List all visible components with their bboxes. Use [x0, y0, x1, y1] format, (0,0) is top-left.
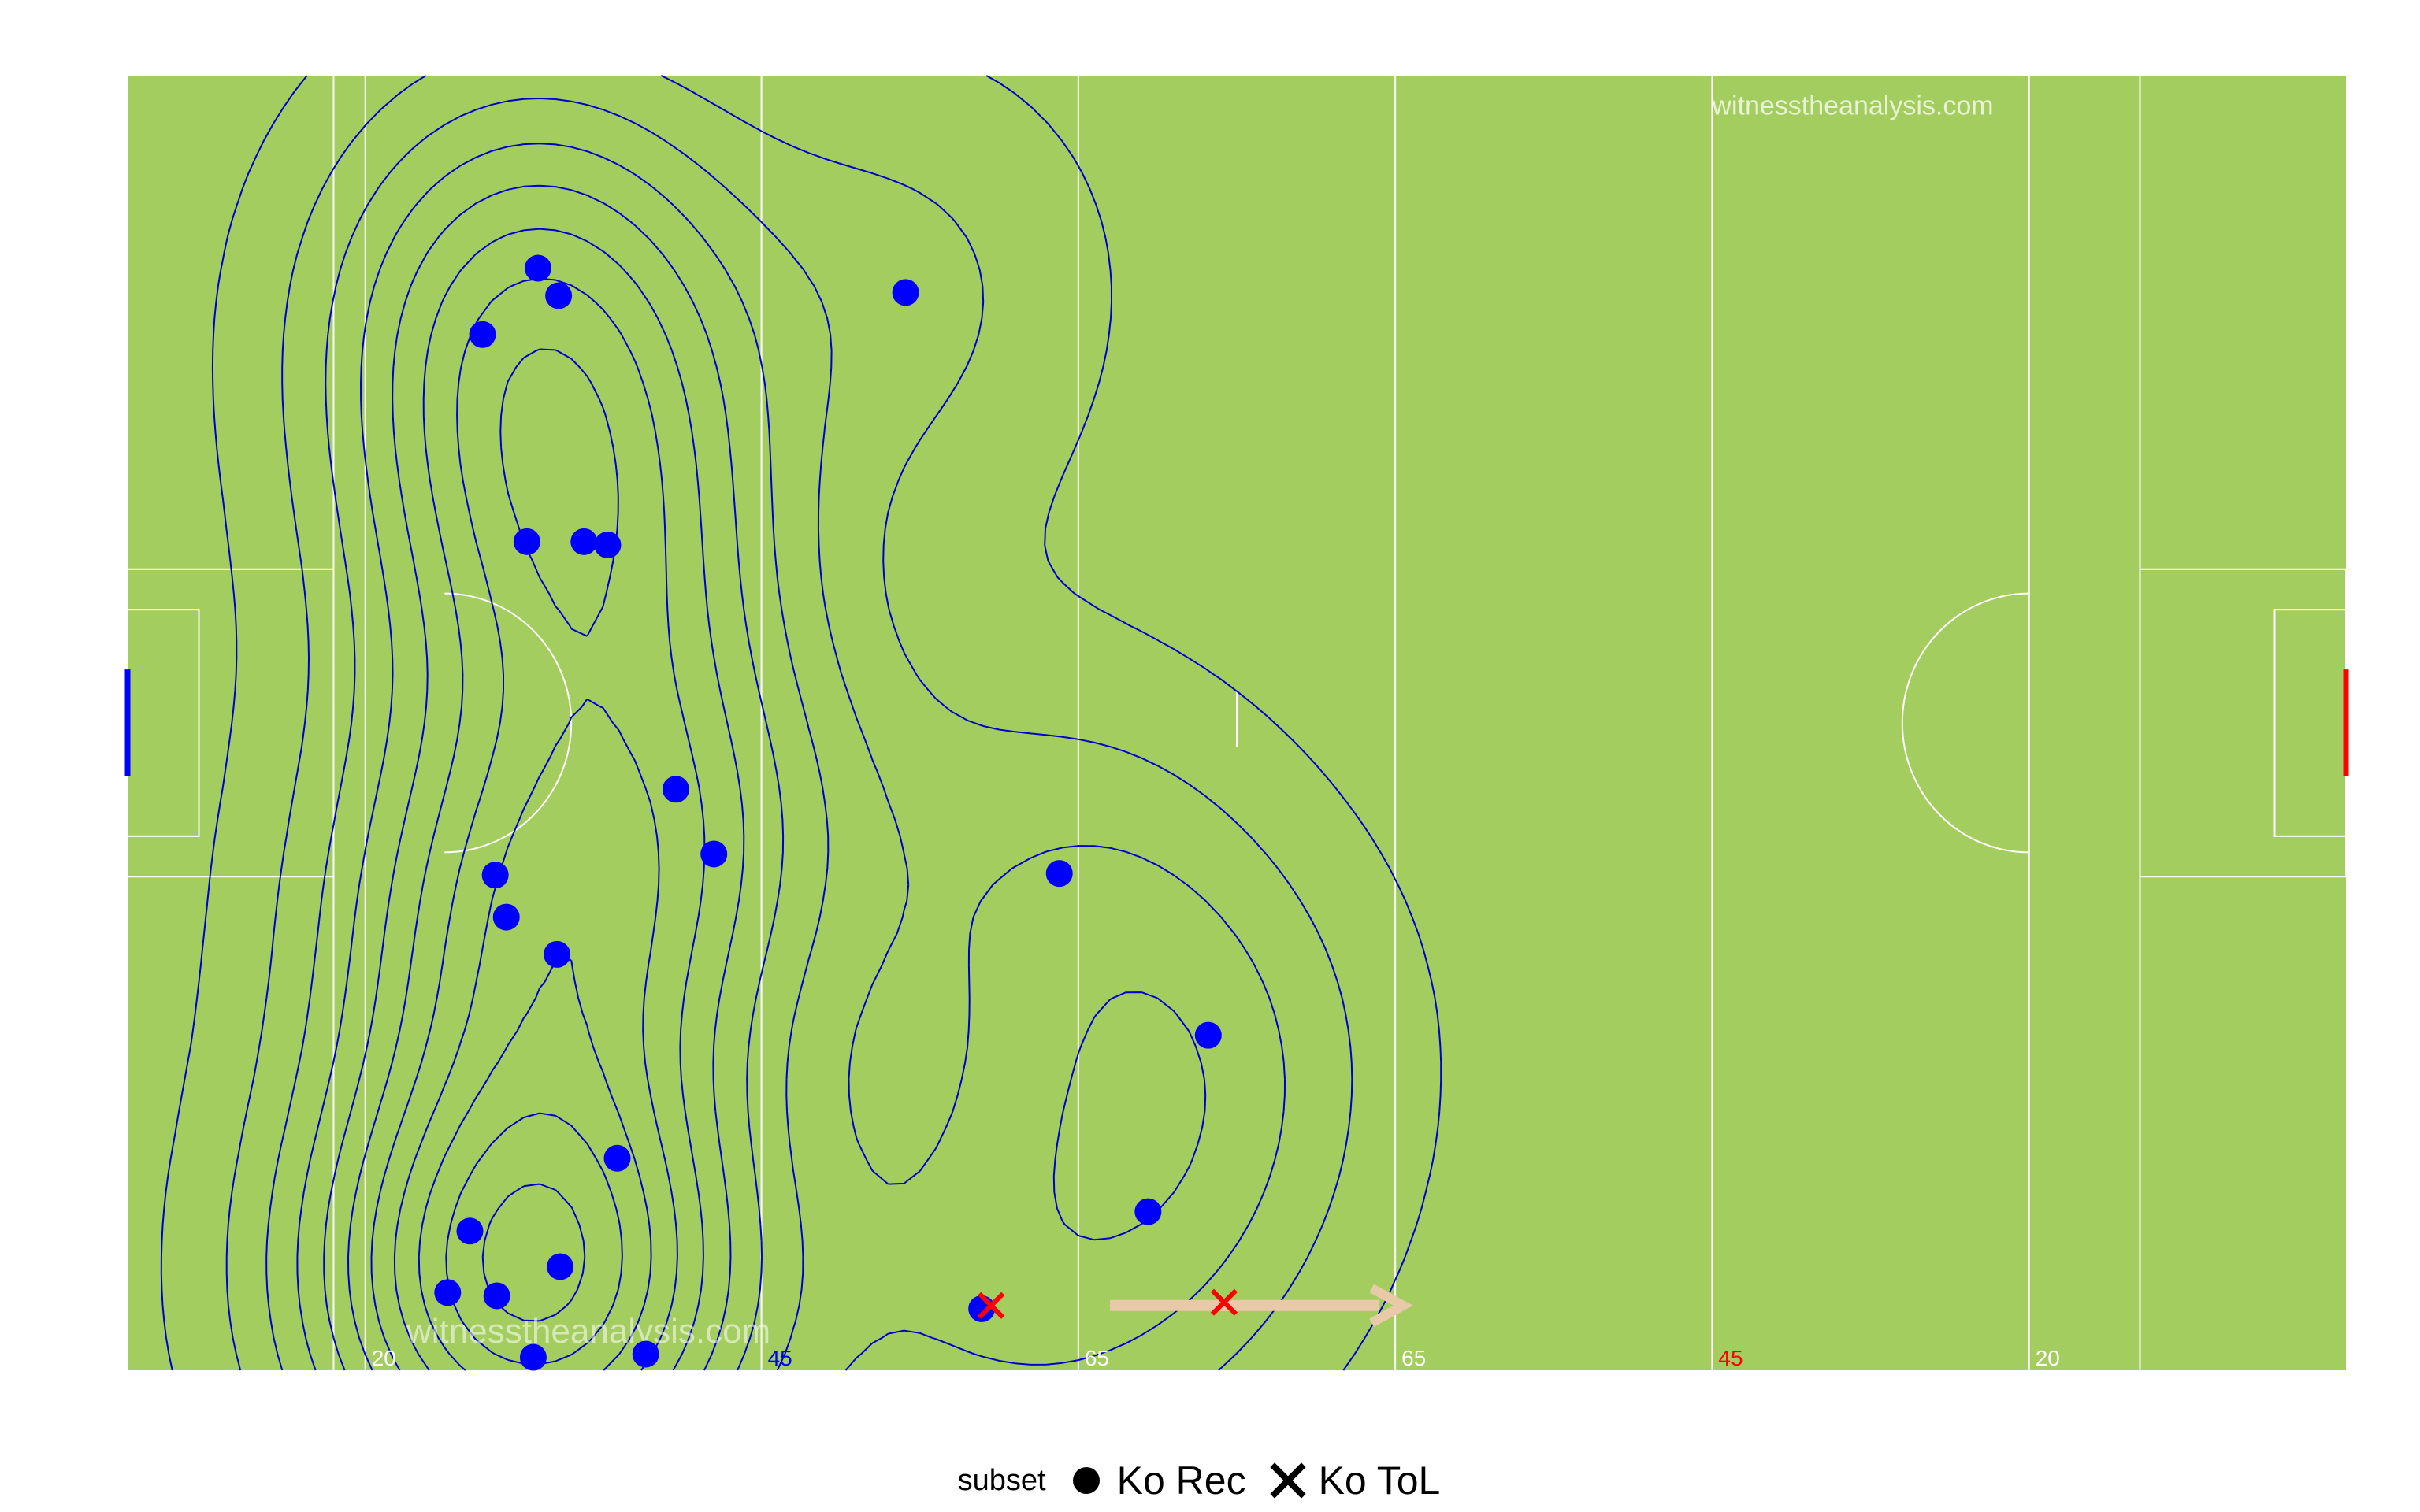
legend-circle-icon	[1072, 1467, 1100, 1494]
point-ko-rec-21	[519, 1343, 547, 1371]
legend-x-icon	[1269, 1462, 1306, 1499]
point-ko-rec-2	[469, 321, 496, 348]
point-ko-rec-17	[547, 1253, 574, 1280]
marking-label-2: 65	[1085, 1346, 1109, 1370]
point-ko-rec-13	[1194, 1021, 1222, 1049]
point-ko-rec-9	[481, 862, 509, 889]
point-ko-rec-1	[545, 282, 573, 309]
legend-label-ko-rec: Ko Rec	[1116, 1458, 1246, 1503]
point-ko-rec-16	[456, 1217, 484, 1245]
point-ko-rec-22	[632, 1340, 659, 1368]
arc-left	[444, 592, 573, 854]
point-ko-rec-0	[524, 254, 551, 282]
legend-label-ko-tol: Ko ToL	[1318, 1458, 1441, 1503]
point-ko-rec-5	[570, 528, 598, 555]
legend: subset Ko Rec Ko ToL	[0, 1457, 2420, 1504]
point-ko-rec-11	[544, 940, 571, 968]
contour-level-6	[347, 228, 745, 1371]
arrow-head	[1369, 1284, 1413, 1328]
point-ko-rec-15	[1134, 1198, 1162, 1225]
marking-label-1: 45	[768, 1346, 792, 1370]
pitch-marking-labels: 20 45 65 65 45 20	[372, 1346, 2060, 1370]
point-ko-rec-4	[513, 528, 540, 555]
point-ko-rec-10	[492, 903, 520, 931]
point-ko-rec-3	[892, 279, 919, 306]
point-ko-rec-12	[1045, 860, 1073, 888]
contour-level-2	[225, 75, 1353, 1371]
contour-level-4	[296, 143, 1207, 1371]
point-ko-rec-7	[662, 776, 689, 803]
contour-level-3	[265, 98, 1286, 1371]
kickout-arrow	[1110, 1284, 1413, 1328]
pitch	[124, 76, 2349, 1370]
point-ko-rec-6	[594, 531, 622, 558]
legend-item-ko-tol: Ko ToL	[1268, 1458, 1441, 1503]
contour-level-5	[323, 184, 785, 1371]
point-ko-rec-19	[483, 1282, 510, 1310]
marking-label-5: 20	[2036, 1346, 2060, 1370]
point-ko-rec-18	[434, 1279, 462, 1306]
point-ko-tol-0	[978, 1292, 1005, 1319]
pitch-lines	[124, 76, 2349, 1370]
point-ko-rec-8	[700, 840, 728, 868]
arc-right	[1901, 592, 2029, 854]
point-ko-rec-14	[603, 1144, 631, 1172]
marking-label-4: 45	[1718, 1346, 1743, 1370]
data-points	[434, 254, 1238, 1371]
marking-label-3: 65	[1401, 1346, 1426, 1370]
legend-title: subset	[957, 1463, 1046, 1497]
contour-level-9	[418, 958, 652, 1371]
watermark-top: witnesstheanalysis.com	[1711, 91, 1993, 120]
legend-item-ko-rec: Ko Rec	[1067, 1458, 1246, 1503]
watermark-bottom: witnesstheanalysis.com	[406, 1312, 770, 1351]
point-ko-tol-1	[1210, 1288, 1238, 1316]
contour-level-1	[160, 75, 1442, 1371]
watermarks: witnesstheanalysis.com witnesstheanalysis…	[406, 91, 1994, 1351]
contour-level-7	[370, 277, 706, 1371]
marking-label-0: 20	[372, 1346, 396, 1370]
